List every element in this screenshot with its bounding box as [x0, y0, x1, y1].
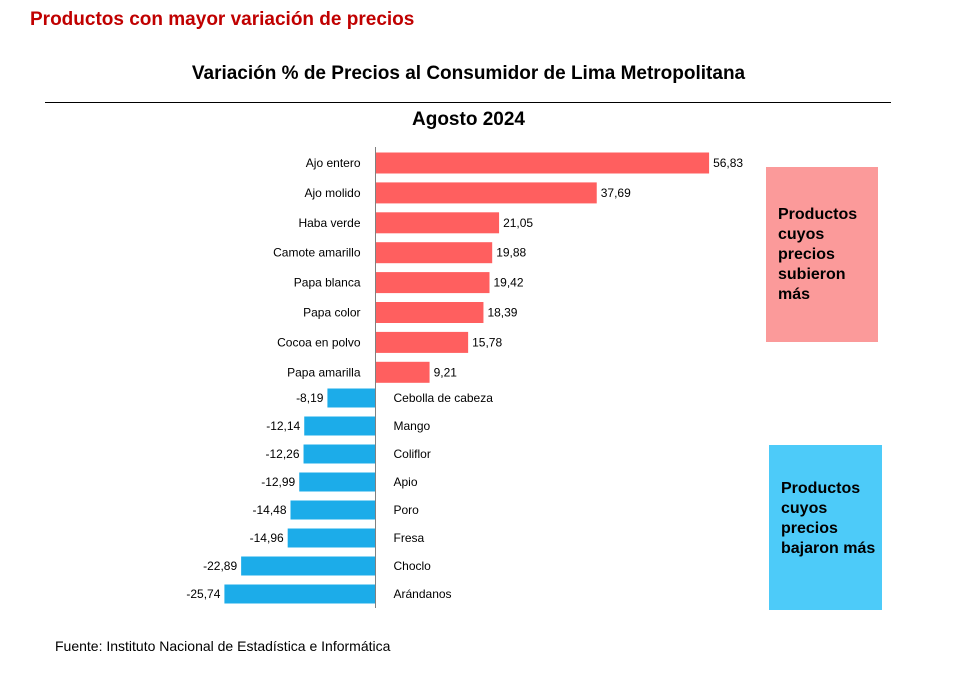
data-label: -22,89 [203, 559, 237, 573]
data-label: 18,39 [487, 306, 517, 320]
page-heading: Productos con mayor variación de precios [30, 9, 415, 30]
bar [304, 416, 376, 436]
bar [241, 556, 376, 576]
category-label: Papa amarilla [287, 365, 361, 379]
data-label: -25,74 [186, 587, 220, 601]
category-label: Apio [394, 475, 418, 489]
data-label: 15,78 [472, 335, 502, 349]
bar [375, 212, 500, 234]
bar [375, 331, 469, 353]
bar [375, 272, 490, 294]
category-label: Haba verde [298, 216, 360, 230]
legend-decrease-label: Productos cuyos precios bajaron más [781, 480, 876, 557]
category-label: Ajo molido [304, 186, 360, 200]
category-label: Papa color [303, 306, 360, 320]
bar [327, 388, 376, 408]
data-label: 19,88 [496, 246, 526, 260]
category-label: Coliflor [394, 447, 431, 461]
legend-decrease-box: Productos cuyos precios bajaron más [769, 445, 882, 610]
data-label: 21,05 [503, 216, 533, 230]
category-label: Cebolla de cabeza [394, 391, 494, 405]
chart-title: Variación % de Precios al Consumidor de … [191, 63, 746, 84]
data-label: 56,83 [713, 156, 743, 170]
data-label: 19,42 [493, 276, 523, 290]
bar [287, 528, 376, 548]
category-label: Fresa [394, 531, 425, 545]
category-label: Camote amarillo [273, 246, 361, 260]
bar [375, 182, 597, 204]
category-label: Poro [394, 503, 420, 517]
source-note: Fuente: Instituto Nacional de Estadístic… [55, 638, 391, 654]
data-label: -8,19 [296, 391, 324, 405]
category-label: Ajo entero [306, 156, 361, 170]
category-label: Papa blanca [294, 276, 361, 290]
legend-increase-label: Productos cuyos precios subieron más [778, 206, 858, 303]
category-label: Cocoa en polvo [277, 335, 361, 349]
legend-increase-box: Productos cuyos precios subieron más [766, 167, 878, 342]
category-label: Choclo [394, 559, 432, 573]
data-label: 9,21 [434, 365, 458, 379]
bar [290, 500, 376, 520]
chart-subtitle: Agosto 2024 [412, 109, 525, 130]
title-divider [45, 102, 891, 103]
bar [299, 472, 376, 492]
bar [375, 361, 430, 383]
category-label: Mango [394, 419, 431, 433]
data-label: -14,48 [252, 503, 286, 517]
bar [375, 302, 484, 323]
bar [375, 152, 710, 174]
data-label: 37,69 [601, 186, 631, 200]
category-label: Arándanos [394, 587, 452, 601]
bar [375, 242, 493, 264]
data-label: -12,26 [266, 447, 300, 461]
data-label: -12,14 [266, 419, 300, 433]
bar [224, 584, 376, 604]
bar [303, 444, 376, 464]
data-label: -14,96 [250, 531, 284, 545]
data-label: -12,99 [261, 475, 295, 489]
